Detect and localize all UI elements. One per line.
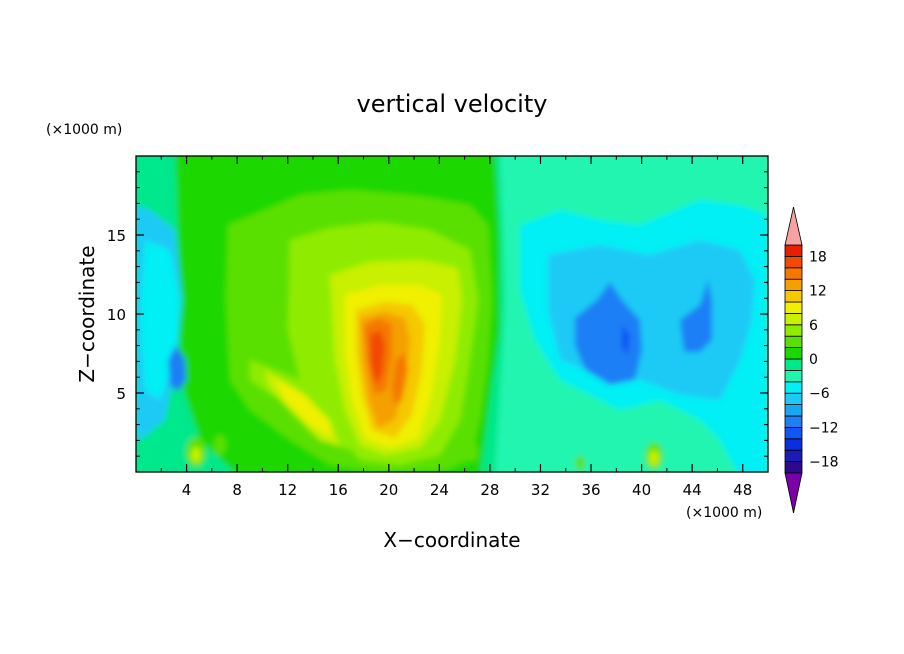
field-band-12: [392, 352, 408, 405]
colorbar-box: [784, 415, 803, 428]
y-axis-label: Z−coordinate: [75, 245, 99, 382]
x-tick-label: 40: [632, 481, 651, 499]
x-tick-label: 16: [329, 481, 348, 499]
x-tick-label: 28: [480, 481, 499, 499]
x-tick-label: 12: [278, 481, 297, 499]
x-tick-label: 36: [581, 481, 600, 499]
colorbar-tick-label: 18: [809, 249, 827, 265]
colorbar-box: [784, 381, 803, 394]
colorbar: 18 12 6 0 −6 −12 −18: [784, 206, 839, 514]
field-band-15: [520, 380, 660, 450]
colorbar-box: [784, 392, 803, 406]
field-spot-5: [214, 435, 226, 455]
x-tick-label: 48: [733, 481, 752, 499]
colorbar-box: [784, 335, 803, 349]
colorbar-box: [784, 244, 803, 257]
field-band-7: [275, 378, 332, 436]
colorbar-box: [784, 312, 803, 326]
y-units-label: (×1000 m): [46, 122, 122, 138]
colorbar-box: [784, 255, 803, 269]
x-tick-label: 4: [182, 481, 192, 499]
colorbar-box: [784, 358, 803, 371]
x-tick-label: 24: [430, 481, 449, 499]
colorbar-extend-bottom: [784, 472, 803, 514]
colorbar-tick-label: −12: [809, 420, 839, 436]
colorbar-tick-label: −18: [809, 455, 839, 471]
colorbar-tick-label: 12: [809, 284, 827, 300]
colorbar-box: [784, 449, 803, 463]
colorbar-tick-label: 0: [809, 352, 818, 368]
colorbar-tick-label: −6: [809, 386, 830, 402]
colorbar-extend-top: [784, 206, 803, 246]
x-tick-label: 20: [379, 481, 398, 499]
field-band-22: [622, 325, 630, 355]
x-axis-label: X−coordinate: [383, 528, 520, 552]
x-tick-label: 32: [531, 481, 550, 499]
y-axis: 5 10 15: [107, 171, 768, 457]
colorbar-box: [784, 438, 803, 451]
colorbar-box: [784, 369, 803, 383]
field-band-19: [575, 282, 642, 385]
colorbar-tick-label: 6: [809, 318, 818, 334]
y-tick-label: 15: [107, 227, 126, 245]
colorbar-box: [784, 290, 803, 303]
colorbar-box: [784, 404, 803, 417]
contour-field: [136, 156, 768, 472]
chart-title: vertical velocity: [357, 90, 548, 118]
field-spot-3: [191, 447, 201, 463]
y-tick-label: 5: [116, 385, 126, 403]
field-band-20: [680, 280, 712, 352]
colorbar-box: [784, 461, 803, 474]
x-tick-label: 8: [232, 481, 242, 499]
x-tick-label: 44: [683, 481, 702, 499]
field-spot-4: [575, 456, 585, 470]
colorbar-box: [784, 426, 803, 440]
colorbar-box: [784, 324, 803, 337]
colorbar-box: [784, 278, 803, 292]
colorbar-box: [784, 301, 803, 314]
colorbar-box: [784, 267, 803, 280]
field-band-21: [168, 345, 186, 392]
field-band-11: [370, 330, 385, 385]
field-spot-1: [649, 450, 659, 466]
colorbar-box: [784, 347, 803, 360]
x-axis: 4 8 12 16 20 24 28 32 36 40 44 48: [160, 156, 752, 499]
field-spot-6: [468, 442, 478, 462]
y-tick-label: 10: [107, 306, 126, 324]
x-units-label: (×1000 m): [686, 505, 762, 521]
